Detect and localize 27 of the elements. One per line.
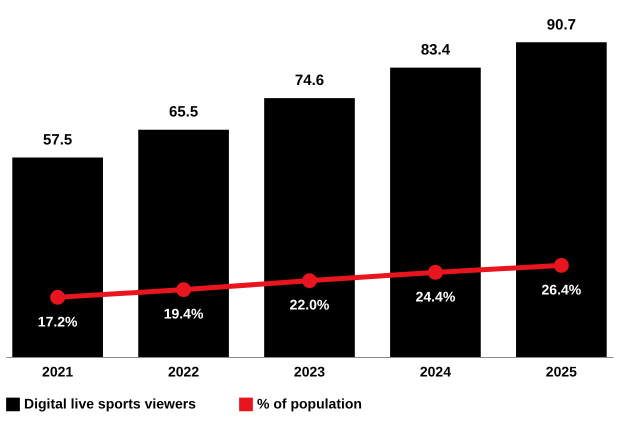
x-tick-label: 2022	[168, 364, 200, 380]
point	[554, 258, 569, 273]
legend-label: Digital live sports viewers	[24, 395, 196, 412]
data-label: 57.5	[43, 131, 72, 148]
data-label: 26.4%	[542, 281, 582, 298]
data-label: 90.7	[546, 16, 576, 34]
bar	[264, 98, 355, 357]
data-label: 19.4%	[164, 306, 204, 322]
x-tick-label: 2023	[294, 364, 326, 380]
point	[302, 273, 317, 288]
x-tick-label: 2025	[546, 364, 578, 380]
data-label: 24.4%	[416, 288, 456, 304]
bar	[390, 68, 481, 357]
data-label: 22.0%	[290, 296, 330, 313]
legend-label: % of population	[257, 395, 362, 412]
bar	[138, 130, 229, 357]
point	[428, 264, 443, 280]
point	[176, 282, 191, 298]
bar	[516, 42, 607, 357]
data-label: 74.6	[294, 72, 324, 90]
data-label: 83.4	[420, 42, 451, 59]
x-tick-label: 2021	[42, 364, 74, 380]
bar	[12, 157, 103, 357]
x-tick-label: 2024	[420, 364, 452, 380]
data-label: 17.2%	[38, 313, 78, 330]
data-label: 65.5	[168, 104, 198, 121]
point	[50, 290, 66, 305]
